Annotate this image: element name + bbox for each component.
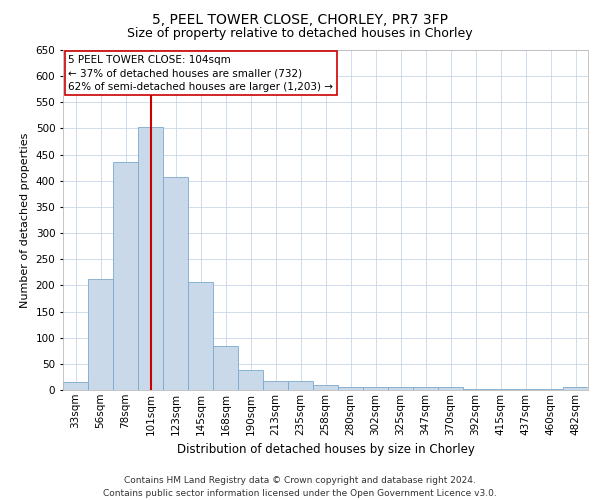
- Bar: [463, 389, 488, 390]
- Bar: [488, 389, 513, 390]
- Text: 5, PEEL TOWER CLOSE, CHORLEY, PR7 3FP: 5, PEEL TOWER CLOSE, CHORLEY, PR7 3FP: [152, 12, 448, 26]
- Bar: [163, 177, 188, 390]
- Bar: [113, 162, 138, 390]
- Bar: [513, 389, 538, 390]
- Bar: [88, 279, 113, 390]
- Text: Contains HM Land Registry data © Crown copyright and database right 2024.
Contai: Contains HM Land Registry data © Crown c…: [103, 476, 497, 498]
- Bar: [288, 380, 313, 390]
- Bar: [363, 388, 388, 390]
- Bar: [263, 380, 288, 390]
- Bar: [213, 346, 238, 390]
- Bar: [238, 370, 263, 390]
- Bar: [63, 382, 88, 390]
- Bar: [313, 385, 338, 390]
- Bar: [438, 388, 463, 390]
- Bar: [563, 388, 588, 390]
- Bar: [388, 388, 413, 390]
- Bar: [538, 389, 563, 390]
- Bar: [138, 128, 163, 390]
- Bar: [338, 388, 363, 390]
- Text: Size of property relative to detached houses in Chorley: Size of property relative to detached ho…: [127, 28, 473, 40]
- Bar: [188, 282, 213, 390]
- X-axis label: Distribution of detached houses by size in Chorley: Distribution of detached houses by size …: [176, 443, 475, 456]
- Bar: [413, 388, 438, 390]
- Text: 5 PEEL TOWER CLOSE: 104sqm
← 37% of detached houses are smaller (732)
62% of sem: 5 PEEL TOWER CLOSE: 104sqm ← 37% of deta…: [68, 55, 333, 92]
- Y-axis label: Number of detached properties: Number of detached properties: [20, 132, 30, 308]
